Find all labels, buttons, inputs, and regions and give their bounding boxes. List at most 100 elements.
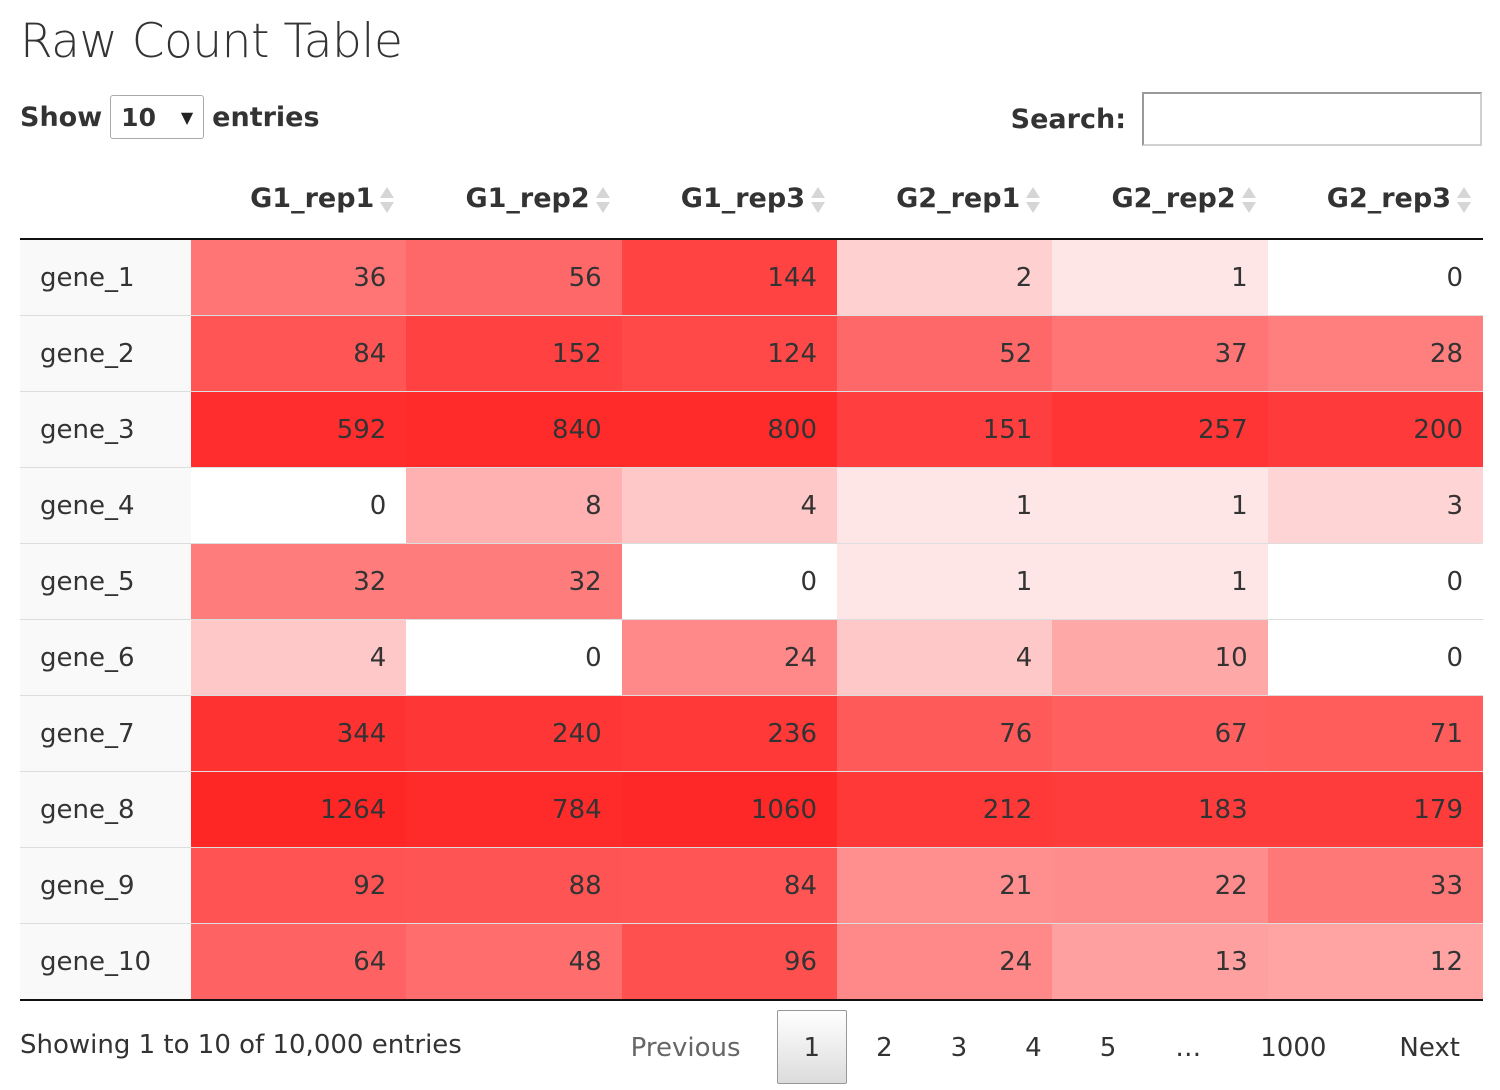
search-control: Search: [1011,92,1482,146]
column-header-label: G1_rep1 [250,183,375,215]
count-cell: 67 [1052,695,1268,772]
pagination: Previous 1 2 3 4 5 … 1000 Next [611,1010,1482,1084]
previous-page-button[interactable]: Previous [630,1033,741,1063]
count-cell: 3 [1267,467,1483,544]
count-cell: 151 [837,391,1053,468]
count-cell: 28 [1267,315,1483,392]
count-cell: 37 [1052,315,1268,392]
count-cell: 179 [1267,771,1483,848]
count-cell: 4 [191,619,407,696]
page-button-1[interactable]: 1 [776,1010,848,1084]
count-cell: 1 [837,543,1053,620]
column-header-g2-rep1[interactable]: G2_rep1 [837,160,1053,240]
column-header-g2-rep3[interactable]: G2_rep3 [1267,160,1483,240]
count-cell: 84 [621,847,837,924]
table-row: gene_7 344 240 236 76 67 71 [20,695,1483,772]
count-cell: 124 [621,315,837,392]
count-cell: 4 [837,619,1053,696]
page-button-2[interactable]: 2 [876,1033,893,1063]
page-button-4[interactable]: 4 [1025,1033,1042,1063]
sort-icon [380,185,395,215]
gene-name-cell: gene_3 [20,391,192,468]
column-header-label: G2_rep2 [1111,183,1236,215]
count-cell: 0 [621,543,837,620]
search-input[interactable] [1142,92,1482,146]
count-cell: 4 [621,467,837,544]
column-header-label: G2_rep1 [896,183,1021,215]
count-cell: 56 [406,238,622,316]
count-cell: 84 [191,315,407,392]
table-row: gene_5 32 32 0 1 1 0 [20,543,1483,620]
count-cell: 64 [191,923,407,1001]
entries-per-page-select[interactable]: 10 ▼ [110,95,205,139]
count-cell: 152 [406,315,622,392]
count-cell: 21 [837,847,1053,924]
count-cell: 0 [406,619,622,696]
count-cell: 257 [1052,391,1268,468]
count-cell: 12 [1267,923,1483,1001]
entries-label: entries [212,101,320,133]
column-header-g1-rep1[interactable]: G1_rep1 [191,160,407,240]
column-header-rownames [20,160,192,240]
count-cell: 71 [1267,695,1483,772]
count-cell: 52 [837,315,1053,392]
table-body: gene_1 36 56 144 2 1 0 gene_2 84 152 124 52 37 28 ge… [20,238,1483,1001]
page-length-control: Show 10 ▼ entries [20,94,320,140]
table-row: gene_8 1264 784 1060 212 183 179 [20,771,1483,848]
page-button-5[interactable]: 5 [1099,1033,1117,1063]
count-cell: 1 [837,467,1053,544]
count-cell: 48 [406,923,622,1001]
count-cell: 76 [837,695,1053,772]
count-cell: 240 [406,695,622,772]
table-row: gene_4 0 8 4 1 1 3 [20,467,1483,544]
table-info: Showing 1 to 10 of 10,000 entries [20,1030,462,1060]
gene-name-cell: gene_2 [20,315,192,392]
count-cell: 0 [1267,238,1483,316]
count-cell: 183 [1052,771,1268,848]
pagination-ellipsis: … [1175,1033,1202,1063]
count-cell: 0 [1267,543,1483,620]
sort-icon [1241,185,1256,215]
column-header-g1-rep2[interactable]: G1_rep2 [406,160,622,240]
search-label: Search: [1010,103,1126,135]
table-row: gene_1 36 56 144 2 1 0 [20,238,1483,316]
next-page-button[interactable]: Next [1399,1033,1460,1063]
page-button-last[interactable]: 1000 [1260,1033,1327,1063]
count-cell: 1060 [621,771,837,848]
count-cell: 8 [406,467,622,544]
column-header-g2-rep2[interactable]: G2_rep2 [1052,160,1268,240]
count-cell: 784 [406,771,622,848]
page-title: Raw Count Table [20,14,403,69]
count-cell: 1 [1052,467,1268,544]
count-cell: 344 [191,695,407,772]
count-cell: 22 [1052,847,1268,924]
table-row: gene_10 64 48 96 24 13 12 [20,923,1483,1001]
column-header-g1-rep3[interactable]: G1_rep3 [621,160,837,240]
count-cell: 236 [621,695,837,772]
show-label: Show [20,101,103,133]
count-cell: 1264 [191,771,407,848]
count-cell: 92 [191,847,407,924]
chevron-down-icon: ▼ [180,107,194,127]
page-button-3[interactable]: 3 [950,1033,968,1063]
count-cell: 32 [191,543,407,620]
gene-name-cell: gene_10 [20,923,192,1001]
count-cell: 32 [406,543,622,620]
count-cell: 13 [1052,923,1268,1001]
gene-name-cell: gene_5 [20,543,192,620]
table-row: gene_9 92 88 84 21 22 33 [20,847,1483,924]
count-cell: 33 [1267,847,1483,924]
raw-count-table: G1_rep1 G1_rep2 G1_rep3 G2_rep1 G2_rep2 … [20,160,1483,1001]
column-header-label: G2_rep3 [1326,183,1451,215]
gene-name-cell: gene_9 [20,847,192,924]
count-cell: 0 [191,467,407,544]
gene-name-cell: gene_7 [20,695,192,772]
entries-per-page-value: 10 [121,102,156,132]
column-header-label: G1_rep3 [680,183,805,215]
gene-name-cell: gene_4 [20,467,192,544]
count-cell: 96 [621,923,837,1001]
gene-name-cell: gene_8 [20,771,192,848]
count-cell: 24 [621,619,837,696]
count-cell: 36 [191,238,407,316]
table-row: gene_3 592 840 800 151 257 200 [20,391,1483,468]
